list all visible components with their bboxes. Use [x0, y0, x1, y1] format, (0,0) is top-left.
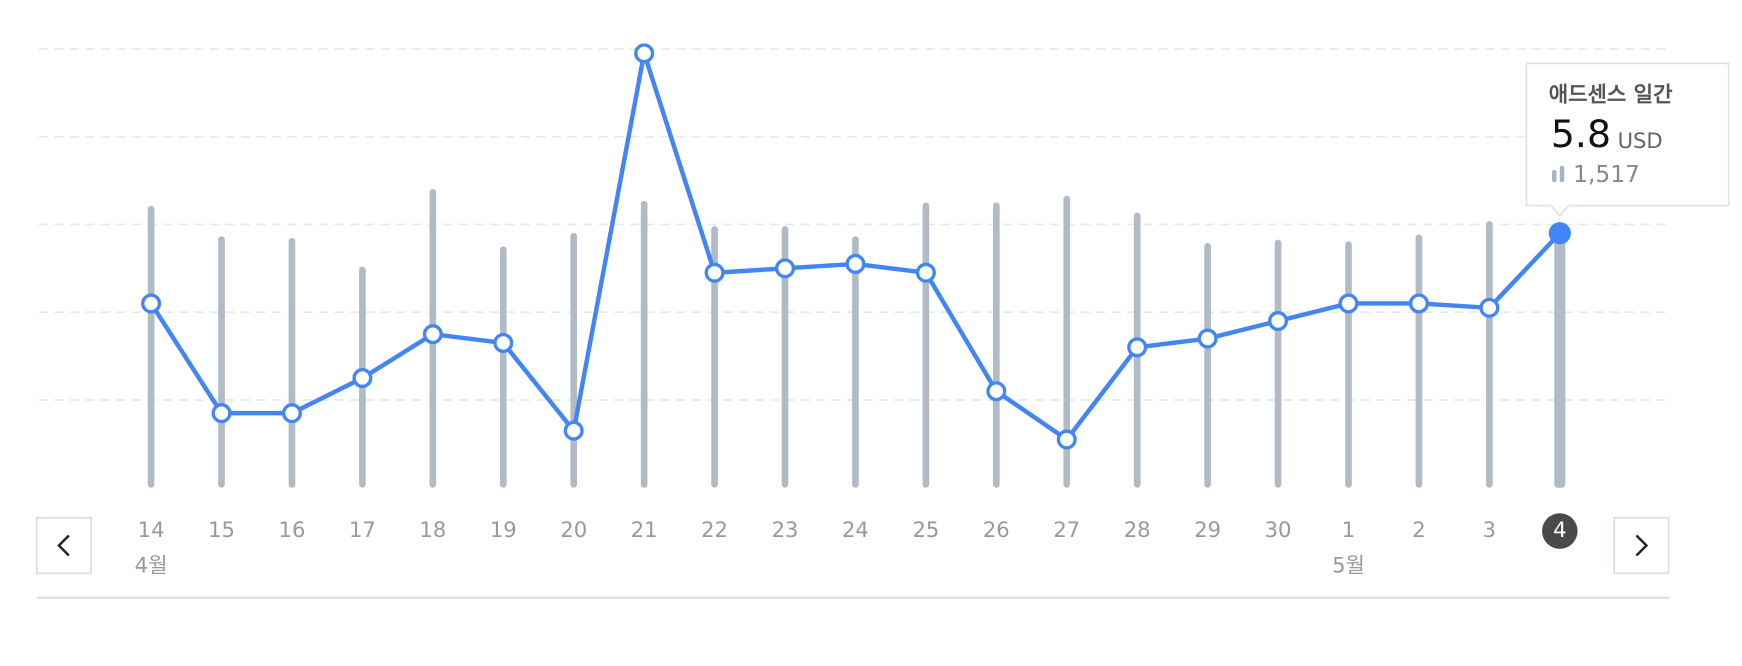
bar: [1345, 241, 1352, 488]
x-tick-label: 19: [490, 517, 517, 542]
next-button[interactable]: [1613, 516, 1670, 575]
bar: [922, 202, 930, 488]
x-tick-label: 21: [631, 517, 658, 542]
point: [422, 324, 443, 345]
views-icon: [1559, 165, 1565, 183]
x-tick-label: 23: [772, 517, 799, 542]
x-tick-label: 25: [912, 517, 939, 542]
tooltip-value: 5.8: [1551, 112, 1611, 156]
x-tick-label: 17: [349, 517, 376, 542]
tooltip: 애드센스 일간 5.8 USD 1,517: [1525, 62, 1730, 217]
x-tick-label: 1: [1342, 517, 1355, 542]
point: [1479, 297, 1500, 318]
bar: [852, 236, 859, 488]
point: [704, 262, 725, 283]
bar: [992, 202, 1000, 488]
x-tick-label: 14: [138, 517, 165, 542]
tooltip-views: 1,517: [1573, 160, 1640, 188]
x-tick-label: 28: [1124, 517, 1151, 542]
month-label: 5월: [1332, 553, 1365, 578]
bar: [781, 226, 789, 488]
point: [634, 43, 655, 64]
bar: [640, 200, 648, 488]
point: [775, 258, 796, 279]
tooltip-unit: USD: [1618, 128, 1663, 153]
x-tick-label: 30: [1265, 517, 1292, 542]
point: [1056, 429, 1077, 450]
bar: [218, 236, 225, 488]
views-icon: [1552, 170, 1557, 183]
point: [1127, 337, 1148, 358]
point: [563, 420, 584, 441]
x-tick-label: 4: [1553, 517, 1566, 542]
x-tick-label: 16: [279, 517, 306, 542]
point: [1268, 311, 1289, 332]
point: [915, 262, 936, 283]
bar: [1486, 221, 1493, 488]
x-tick-label: 26: [983, 517, 1010, 542]
x-tick-label: 2: [1412, 517, 1425, 542]
x-tick-label: 29: [1194, 517, 1221, 542]
x-tick-label: 18: [419, 517, 446, 542]
point: [1408, 293, 1429, 314]
x-tick-label: 22: [701, 517, 728, 542]
point: [211, 403, 232, 424]
bar: [570, 232, 578, 488]
bar: [711, 226, 718, 488]
x-tick-label: 20: [560, 517, 587, 542]
x-tick-label: 15: [208, 517, 235, 542]
point: [1197, 328, 1218, 349]
point: [281, 403, 302, 424]
selected-day-marker: [1542, 513, 1578, 549]
x-tick-label: 24: [842, 517, 869, 542]
bar: [1063, 195, 1071, 488]
tooltip-title: 애드센스 일간: [1549, 82, 1673, 107]
point: [352, 368, 373, 389]
point: [1338, 293, 1359, 314]
point: [141, 293, 162, 314]
prev-button[interactable]: [35, 516, 92, 575]
bar: [1274, 239, 1282, 488]
month-label: 4월: [135, 553, 168, 578]
bar: [1415, 234, 1423, 488]
bar: [1204, 243, 1211, 488]
x-tick-label: 27: [1053, 517, 1080, 542]
bar: [288, 237, 296, 488]
point-selected: [1548, 222, 1571, 245]
point: [493, 332, 514, 353]
point: [845, 253, 866, 274]
bar: [1554, 231, 1566, 488]
bar: [147, 205, 155, 488]
point: [986, 381, 1007, 402]
x-tick-label: 3: [1483, 517, 1496, 542]
bar: [499, 246, 507, 488]
